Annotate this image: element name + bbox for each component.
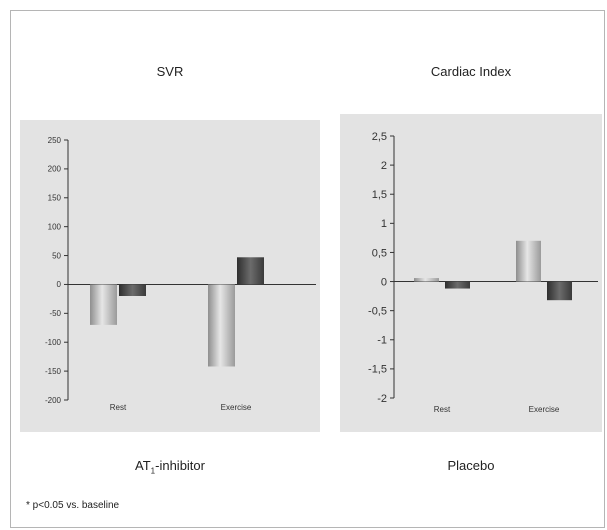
y-tick-label: -1,5 — [368, 364, 387, 376]
category-label-exercise: Exercise — [529, 405, 560, 414]
bar-exercise-series-1 — [516, 240, 541, 282]
category-label-rest: Rest — [434, 405, 451, 414]
group-label-placebo: Placebo — [447, 458, 495, 473]
group-label-subscript: 1 — [150, 466, 156, 476]
group-label-at-text: AT — [135, 458, 151, 473]
y-tick-label: -2 — [377, 393, 387, 405]
y-tick-label: 250 — [48, 136, 62, 145]
y-tick-label: 2 — [381, 160, 387, 172]
bar-exercise-series-2 — [547, 281, 572, 301]
svr-chart: 250 200 150 100 50 0 -50 -100 -150 -200 Rest Exerci… — [45, 136, 316, 412]
footnote: * p<0.05 vs. baseline — [26, 500, 120, 511]
y-tick-label: -1 — [377, 335, 387, 347]
svr-chart-panel: 250 200 150 100 50 0 -50 -100 -150 -200 Rest Exerci… — [20, 120, 320, 432]
bar-rest-series-2 — [445, 281, 470, 289]
category-label-exercise: Exercise — [221, 403, 252, 412]
y-tick-label: -0,5 — [368, 306, 387, 318]
category-label-rest: Rest — [110, 403, 127, 412]
group-label-inhibitor-text: -inhibitor — [155, 458, 205, 473]
y-tick-label: 2,5 — [372, 131, 387, 143]
y-tick-label: -100 — [45, 338, 62, 347]
bar-rest-series-1 — [90, 284, 117, 325]
y-tick-label: 100 — [48, 222, 62, 231]
y-tick-label: -200 — [45, 396, 62, 405]
y-tick-label: 0 — [381, 276, 387, 288]
bar-rest-series-2 — [119, 284, 146, 296]
bar-exercise-series-2 — [237, 257, 264, 285]
cardiac-index-chart: 2,5 2 1,5 1 0,5 0 -0,5 -1 -1,5 -2 Rest Exercise — [368, 131, 598, 414]
cardiac-index-chart-panel: 2,5 2 1,5 1 0,5 0 -0,5 -1 -1,5 -2 Rest Exercise — [340, 114, 602, 432]
y-tick-label: 0,5 — [372, 247, 387, 259]
y-tick-label: 1,5 — [372, 189, 387, 201]
y-tick-label: 150 — [48, 194, 62, 203]
y-tick-label: 200 — [48, 165, 62, 174]
y-tick-label: 50 — [52, 251, 61, 260]
bar-exercise-series-1 — [208, 284, 235, 367]
bar-rest-series-1 — [414, 278, 439, 282]
y-tick-label: 1 — [381, 218, 387, 230]
y-tick-label: -50 — [49, 309, 61, 318]
group-label-at1-inhibitor: AT1-inhibitor — [20, 458, 320, 476]
chart-title-svr: SVR — [156, 64, 184, 79]
y-tick-label: -150 — [45, 367, 62, 376]
y-tick-label: 0 — [57, 280, 62, 289]
chart-title-cardiac-index: Cardiac Index — [430, 64, 512, 79]
